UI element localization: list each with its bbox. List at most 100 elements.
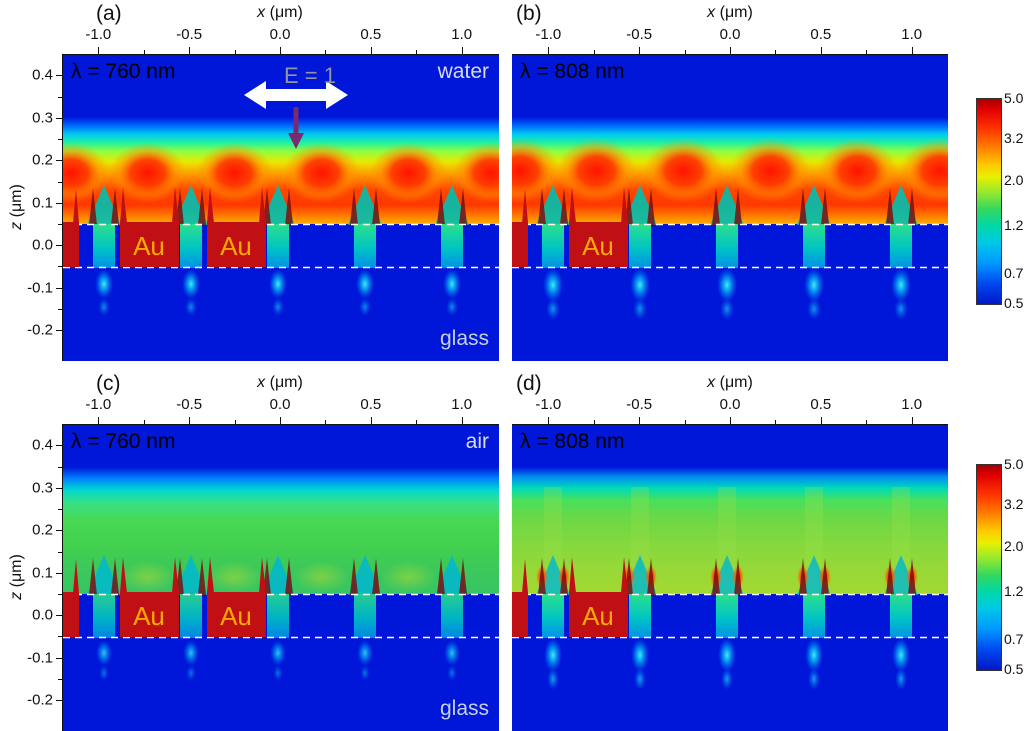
z-tick-label: 0.0 <box>32 606 53 624</box>
plot-d: Au λ = 808 nm <box>512 424 948 731</box>
z-tick-mark <box>56 75 62 77</box>
z-tick-mark <box>56 487 62 489</box>
z-tick-label: 0.4 <box>32 436 53 454</box>
x-tick-minor <box>234 420 236 424</box>
x-tick-label: 1.0 <box>451 396 473 413</box>
au-label: Au <box>133 601 165 631</box>
colorbar-tick-label: 5.0 <box>1004 456 1024 472</box>
z-tick-minor <box>58 466 62 468</box>
x-tick-minor <box>416 50 418 54</box>
x-tick-mark <box>280 47 281 54</box>
colorbar-tick-label: 0.7 <box>1004 631 1024 648</box>
needle-spikes <box>538 188 916 225</box>
colorbar-tick-label: 0.5 <box>1004 295 1024 311</box>
x-tick-label: 0.5 <box>810 26 832 43</box>
x-tick-label: -1.0 <box>535 26 562 43</box>
x-tick-label: -0.5 <box>176 26 203 43</box>
x-tick-minor <box>866 50 868 54</box>
x-tick-label: 0.0 <box>719 26 741 43</box>
x-tick-minor <box>593 420 595 424</box>
z-tick-label: -0.1 <box>27 279 53 297</box>
x-tick-minor <box>325 420 327 424</box>
plot-b: Au λ = 808 nm <box>512 54 948 361</box>
au-label: Au <box>582 231 614 261</box>
hotspots <box>512 139 948 203</box>
z-tick-label: 0.1 <box>32 194 53 212</box>
z-tick-minor <box>58 636 62 638</box>
x-tick-mark <box>548 417 550 424</box>
field-map-d: Au <box>512 425 948 730</box>
colorbar-tick-label: 0.7 <box>1004 265 1024 282</box>
x-tick-mark <box>639 47 641 54</box>
x-tick-mark <box>820 47 822 54</box>
efield-label: E = 1 <box>284 63 336 88</box>
x-tick-label: 1.0 <box>901 396 923 413</box>
z-tick-minor <box>58 551 62 553</box>
au-label: Au <box>582 601 614 631</box>
panel-letter-d: (d) <box>516 372 542 395</box>
slit-columns <box>542 594 912 638</box>
colorbar-tick-label: 5.0 <box>1004 90 1024 106</box>
z-tick-label: 0.2 <box>32 151 53 169</box>
colorbar-tick-label: 2.0 <box>1004 537 1024 554</box>
z-tick-mark <box>56 657 62 659</box>
z-tick-label: 0.3 <box>32 109 53 127</box>
x-tick-mark <box>639 417 641 424</box>
x-tick-mark <box>280 417 281 424</box>
x-axis-title: x (μm) <box>707 374 753 391</box>
x-tick-minor <box>866 420 868 424</box>
wavelength-label: λ = 808 nm <box>520 430 625 453</box>
x-tick-label: -1.0 <box>535 396 562 413</box>
z-axis-title: z (μm) <box>8 554 25 600</box>
x-tick-mark <box>370 47 372 54</box>
x-axis-title: x (μm) <box>707 4 753 21</box>
gold-blocks <box>63 557 266 637</box>
z-tick-mark <box>56 330 62 332</box>
x-tick-label: -1.0 <box>85 26 112 43</box>
panel-c: (c) x (μm) -1.0 -0.5 0.0 0.5 1.0 <box>62 370 499 731</box>
x-tick-minor <box>684 50 686 54</box>
z-tick-minor <box>58 678 62 680</box>
field-map-c: Au Au <box>63 425 499 730</box>
wavelength-label: λ = 760 nm <box>71 430 176 453</box>
panel-letter-c: (c) <box>96 372 121 395</box>
x-tick-label: 0.0 <box>269 26 291 43</box>
needle-spikes <box>89 188 467 225</box>
z-tick-label: -0.2 <box>27 321 53 339</box>
panel-a: (a) x (μm) -1.0 -0.5 0.0 0.5 1.0 <box>62 0 499 361</box>
wavelength-label: λ = 808 nm <box>520 60 625 83</box>
z-tick-mark <box>56 700 62 702</box>
x-tick-label: -0.5 <box>626 396 653 413</box>
colorbar-bottom <box>976 464 1002 671</box>
transmission-blobs <box>96 640 460 681</box>
panel-letter-b: (b) <box>516 2 542 25</box>
x-tick-label: 0.5 <box>810 396 832 413</box>
z-tick-minor <box>58 266 62 268</box>
wavelength-label: λ = 760 nm <box>71 60 176 83</box>
z-tick-label: -0.1 <box>27 649 53 667</box>
au-label: Au <box>133 231 165 261</box>
x-tick-minor <box>593 50 595 54</box>
x-tick-mark <box>98 47 100 54</box>
transmission-blobs <box>95 269 461 316</box>
z-tick-mark <box>56 615 62 617</box>
x-tick-minor <box>234 50 236 54</box>
polarization-double-arrow <box>244 81 348 109</box>
incident-field-arrow <box>244 81 348 149</box>
x-tick-minor <box>775 50 777 54</box>
z-axis-bottom: z (μm) 0.4 0.3 0.2 0.1 0.0 -0.1 -0.2 <box>0 424 62 730</box>
panel-b: (b) x (μm) -1.0 -0.5 0.0 0.5 1.0 <box>512 0 948 361</box>
x-tick-minor <box>325 50 327 54</box>
slit-columns <box>93 224 463 268</box>
z-tick-mark <box>56 117 62 119</box>
z-tick-label: 0.1 <box>32 564 53 582</box>
x-tick-mark <box>548 47 550 54</box>
x-tick-mark <box>820 417 822 424</box>
x-tick-minor <box>775 420 777 424</box>
colorbar-tick-label: 2.0 <box>1004 171 1024 188</box>
z-tick-mark <box>56 445 62 447</box>
hotspots <box>63 143 499 203</box>
au-label: Au <box>220 231 252 261</box>
needle-spikes <box>89 558 467 595</box>
